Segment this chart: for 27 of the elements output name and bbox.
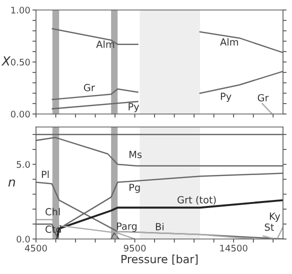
series-label: Ms: [130, 150, 142, 158]
y-tick-label: 0.0: [16, 236, 30, 243]
y-axis-title: X: [1, 56, 11, 66]
series-label: Gr: [258, 94, 269, 102]
x-tick-label: 9500: [124, 244, 146, 252]
series-label: St: [264, 223, 274, 231]
y-tick-label: 5.0: [16, 161, 30, 168]
y-axis-title: n: [8, 179, 16, 186]
series-label: Alm: [220, 38, 238, 46]
y-tick-label: 0.50: [10, 58, 30, 66]
series-label: Ctd: [46, 225, 61, 233]
x-tick-label: 14500: [220, 244, 248, 252]
y-tick-label: 1.00: [11, 6, 30, 14]
series-label: Chl: [46, 208, 60, 216]
series-label: Ky: [270, 212, 280, 222]
series-label: Py: [220, 92, 232, 102]
x-tick-label: 4500: [24, 244, 47, 252]
x-axis-title: Pressure [bar]: [122, 254, 198, 265]
series-label: Gr: [84, 84, 95, 92]
series-label: Grt (tot): [178, 196, 216, 205]
series-label: Parg: [117, 222, 137, 232]
series-label: Pl: [42, 170, 49, 178]
series-label: Alm: [96, 40, 114, 48]
series-label: Pg: [130, 184, 140, 193]
series-label: Py: [128, 103, 140, 112]
y-tick-label: 0.00: [10, 110, 30, 118]
series-label: Bi: [156, 222, 164, 230]
